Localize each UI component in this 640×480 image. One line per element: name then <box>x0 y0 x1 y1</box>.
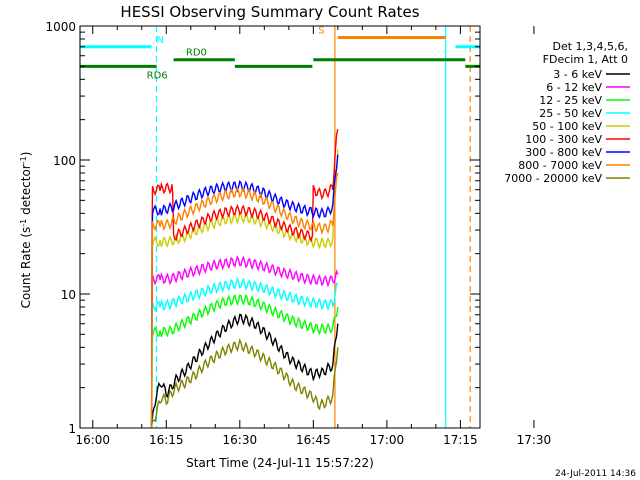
y-axis-label: Count Rate (s-1 detector-1) <box>19 152 33 309</box>
x-tick-label-5: 17:15 <box>443 433 478 447</box>
series-line-5 <box>150 128 339 429</box>
x-tick-label-1: 16:15 <box>149 433 184 447</box>
series-line-0 <box>150 313 339 427</box>
legend-label-6: 300 - 800 keV <box>525 146 602 159</box>
legend-header-1: FDecim 1, Att 0 <box>543 53 628 66</box>
y-tick-label-0: 1 <box>68 422 76 436</box>
series-line-7 <box>150 172 339 429</box>
legend-label-4: 50 - 100 keV <box>532 120 602 133</box>
legend-label-1: 6 - 12 keV <box>546 81 602 94</box>
state-label-rd6: RD6 <box>147 70 168 81</box>
chart-title: HESSI Observing Summary Count Rates <box>120 3 419 21</box>
x-tick-label-2: 16:30 <box>223 433 258 447</box>
x-tick-label-0: 16:00 <box>75 433 110 447</box>
series-line-2 <box>150 293 339 427</box>
y-axis-label-mid: detector <box>19 164 33 219</box>
axes: 16:00 16:15 16:30 16:45 17:00 17:15 17:30 1 10 10… <box>45 20 551 447</box>
plot-area: N RD0 RD6 S <box>79 26 480 429</box>
legend-label-5: 100 - 300 keV <box>525 133 602 146</box>
y-axis-label-main: Count Rate (s <box>19 227 33 309</box>
y-axis-label-end: ) <box>19 152 33 157</box>
y-tick-label-3: 1000 <box>45 20 76 34</box>
state-label-rd0: RD0 <box>186 48 207 59</box>
x-tick-label-4: 17:00 <box>370 433 405 447</box>
series-line-1 <box>150 255 339 429</box>
footer-timestamp: 24-Jul-2011 14:36 <box>555 469 636 479</box>
y-tick-label-2: 100 <box>53 154 76 168</box>
series-line-4 <box>150 149 339 426</box>
legend-label-3: 25 - 50 keV <box>539 107 602 120</box>
legend-label-0: 3 - 6 keV <box>553 68 602 81</box>
series-line-8 <box>150 338 339 426</box>
x-axis-label: Start Time (24-Jul-11 15:57:22) <box>186 456 374 470</box>
series-line-3 <box>150 277 338 429</box>
plot-frame <box>79 25 481 429</box>
x-tick-label-3: 16:45 <box>296 433 331 447</box>
state-label-s: S <box>318 26 324 37</box>
legend-label-7: 800 - 7000 keV <box>518 159 602 172</box>
legend-label-8: 7000 - 20000 keV <box>504 172 602 185</box>
state-label-n: N <box>156 35 163 46</box>
legend-header-0: Det 1,3,4,5,6, <box>552 40 628 53</box>
x-tick-label-6: 17:30 <box>517 433 552 447</box>
legend: Det 1,3,4,5,6,FDecim 1, Att 0 3 - 6 keV6 … <box>504 40 630 185</box>
y-axis-label-sup2: -1 <box>19 156 28 164</box>
y-tick-label-1: 10 <box>61 288 76 302</box>
y-axis-label-sup1: -1 <box>19 219 28 227</box>
legend-label-2: 12 - 25 keV <box>539 94 602 107</box>
